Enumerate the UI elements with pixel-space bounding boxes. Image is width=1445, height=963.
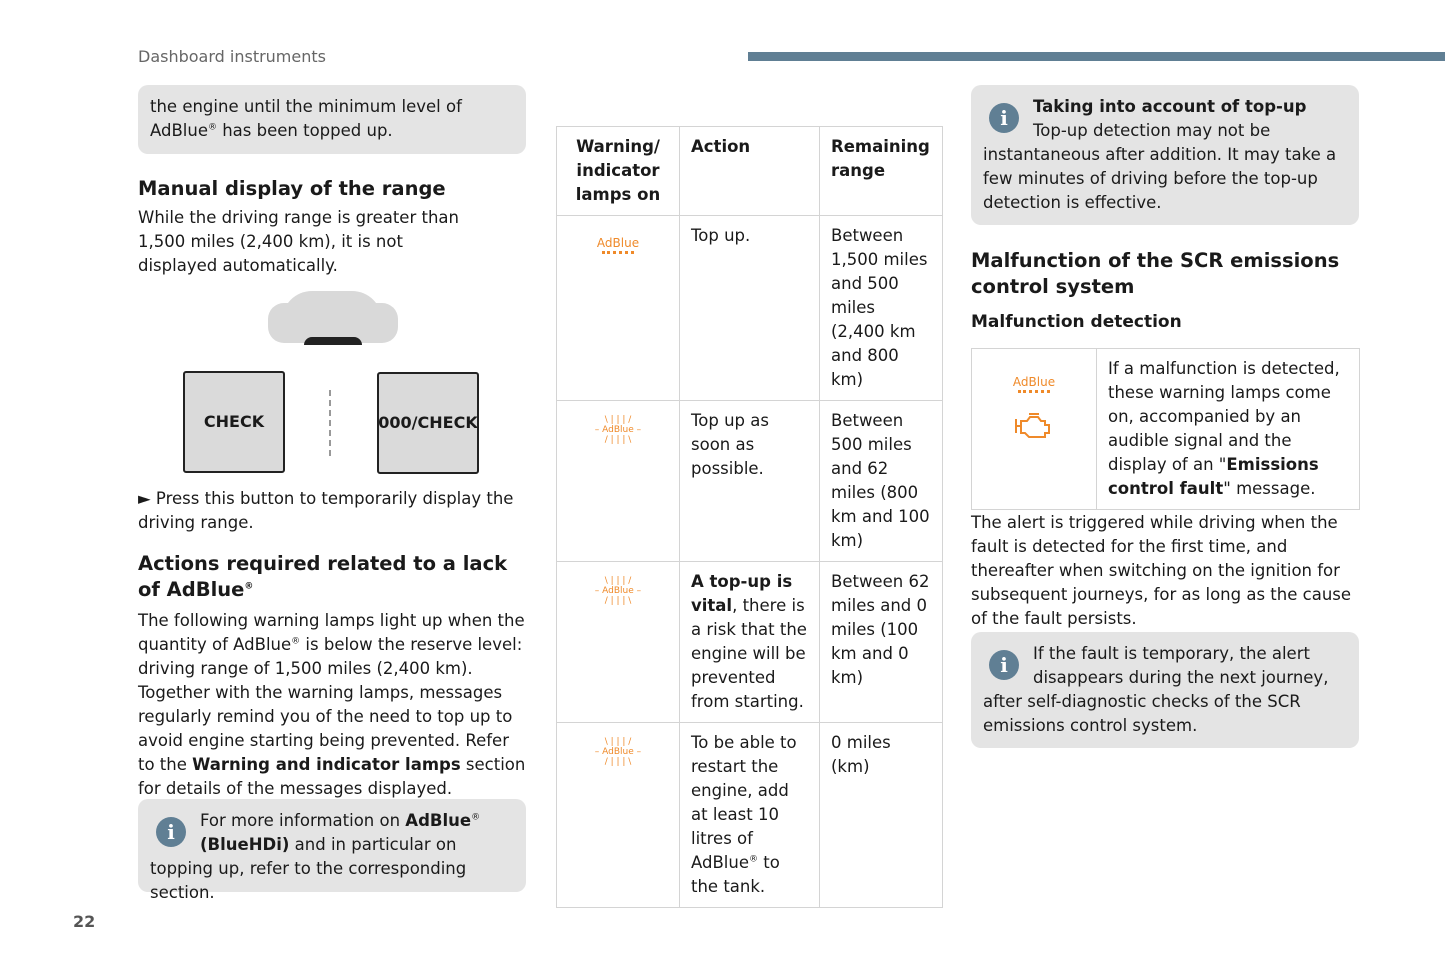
subheading: Malfunction detection [971, 312, 1182, 332]
note-text: Top-up detection may not be instantaneou… [983, 121, 1337, 212]
table-row: AdBlue If a malfunction is detected, the… [971, 348, 1360, 510]
range-cell: Between 1,500 miles and 500 miles (2,400… [819, 215, 943, 401]
info-icon: i [156, 817, 186, 847]
lamp-cell: \ | | | / – AdBlue – / | | | \ [556, 722, 680, 908]
engine-warning-icon [1013, 411, 1055, 447]
table-row: AdBlue Top up. Between 1,500 miles and 5… [556, 215, 943, 401]
table-row: \ | | | / – AdBlue – / | | | \ To be able … [556, 722, 943, 908]
note-box: the engine until the minimum level of Ad… [138, 85, 526, 154]
paragraph: While the driving range is greater than … [138, 208, 459, 275]
section-heading: Malfunction of the SCR emissions control… [971, 249, 1340, 298]
malfunction-table: AdBlue If a malfunction is detected, the… [971, 348, 1360, 510]
page-number: 22 [73, 912, 96, 931]
column-header: Action [679, 126, 820, 216]
paragraph: The following warning lamps light up whe… [138, 611, 526, 798]
column-header: Warning/ indicator lamps on [556, 126, 680, 216]
table-row: \ | | | / – AdBlue – / | | | \ A top-up is… [556, 561, 943, 723]
action-cell: Top up. [679, 215, 820, 401]
table-header-row: Warning/ indicator lamps on Action Remai… [556, 126, 943, 216]
column-header: Remaining range [819, 126, 943, 216]
lamp-cell: \ | | | / – AdBlue – / | | | \ [556, 561, 680, 723]
lamp-cell: AdBlue [556, 215, 680, 401]
lamp-cell: \ | | | / – AdBlue – / | | | \ [556, 400, 680, 562]
description-cell: If a malfunction is detected, these warn… [1096, 348, 1360, 510]
info-note: i If the fault is temporary, the alert d… [971, 632, 1359, 748]
adblue-icon: AdBlue [597, 237, 639, 258]
adblue-flashing-icon: \ | | | / – AdBlue – / | | | \ [594, 415, 642, 445]
accent-bar [748, 52, 1445, 61]
lamp-cell: AdBlue [971, 348, 1097, 510]
adblue-flashing-icon: \ | | | / – AdBlue – / | | | \ [594, 737, 642, 767]
range-cell: Between 62 miles and 0 miles (100 km and… [819, 561, 943, 723]
instruction-text: ► Press this button to temporarily displ… [138, 489, 514, 532]
info-note: i For more information on AdBlue® (BlueH… [138, 799, 526, 902]
table-row: \ | | | / – AdBlue – / | | | \ Top up as s… [556, 400, 943, 562]
paragraph: The alert is triggered while driving whe… [971, 513, 1352, 628]
range-cell: Between 500 miles and 62 miles (800 km a… [819, 400, 943, 562]
odometer-check-button[interactable]: 000/CHECK [377, 372, 479, 474]
action-cell: Top up as soon as possible. [679, 400, 820, 562]
action-cell: To be able to restart the engine, add at… [679, 722, 820, 908]
divider-line [329, 390, 331, 456]
note-title: Taking into account of top-up [1033, 97, 1307, 116]
adblue-icon: AdBlue [1013, 376, 1055, 397]
check-button[interactable]: CHECK [183, 371, 285, 473]
section-title: Dashboard instruments [138, 47, 326, 66]
info-note: i Taking into account of top-up Top-up d… [971, 85, 1359, 225]
note-text: the engine until the minimum level of Ad… [150, 97, 462, 140]
note-text: If the fault is temporary, the alert dis… [983, 644, 1329, 735]
info-icon: i [989, 650, 1019, 680]
car-illustration [268, 291, 398, 345]
section-heading: Actions required related to a lack of Ad… [138, 552, 508, 601]
note-text: has been topped up. [216, 121, 393, 140]
action-cell: A top-up is vital, there is a risk that … [679, 561, 820, 723]
adblue-flashing-icon: \ | | | / – AdBlue – / | | | \ [594, 576, 642, 606]
range-cell: 0 miles (km) [819, 722, 943, 908]
info-icon: i [989, 103, 1019, 133]
section-heading: Manual display of the range [138, 177, 446, 200]
registered-mark: ® [207, 122, 217, 133]
warning-lamp-table: Warning/ indicator lamps on Action Remai… [556, 126, 943, 908]
